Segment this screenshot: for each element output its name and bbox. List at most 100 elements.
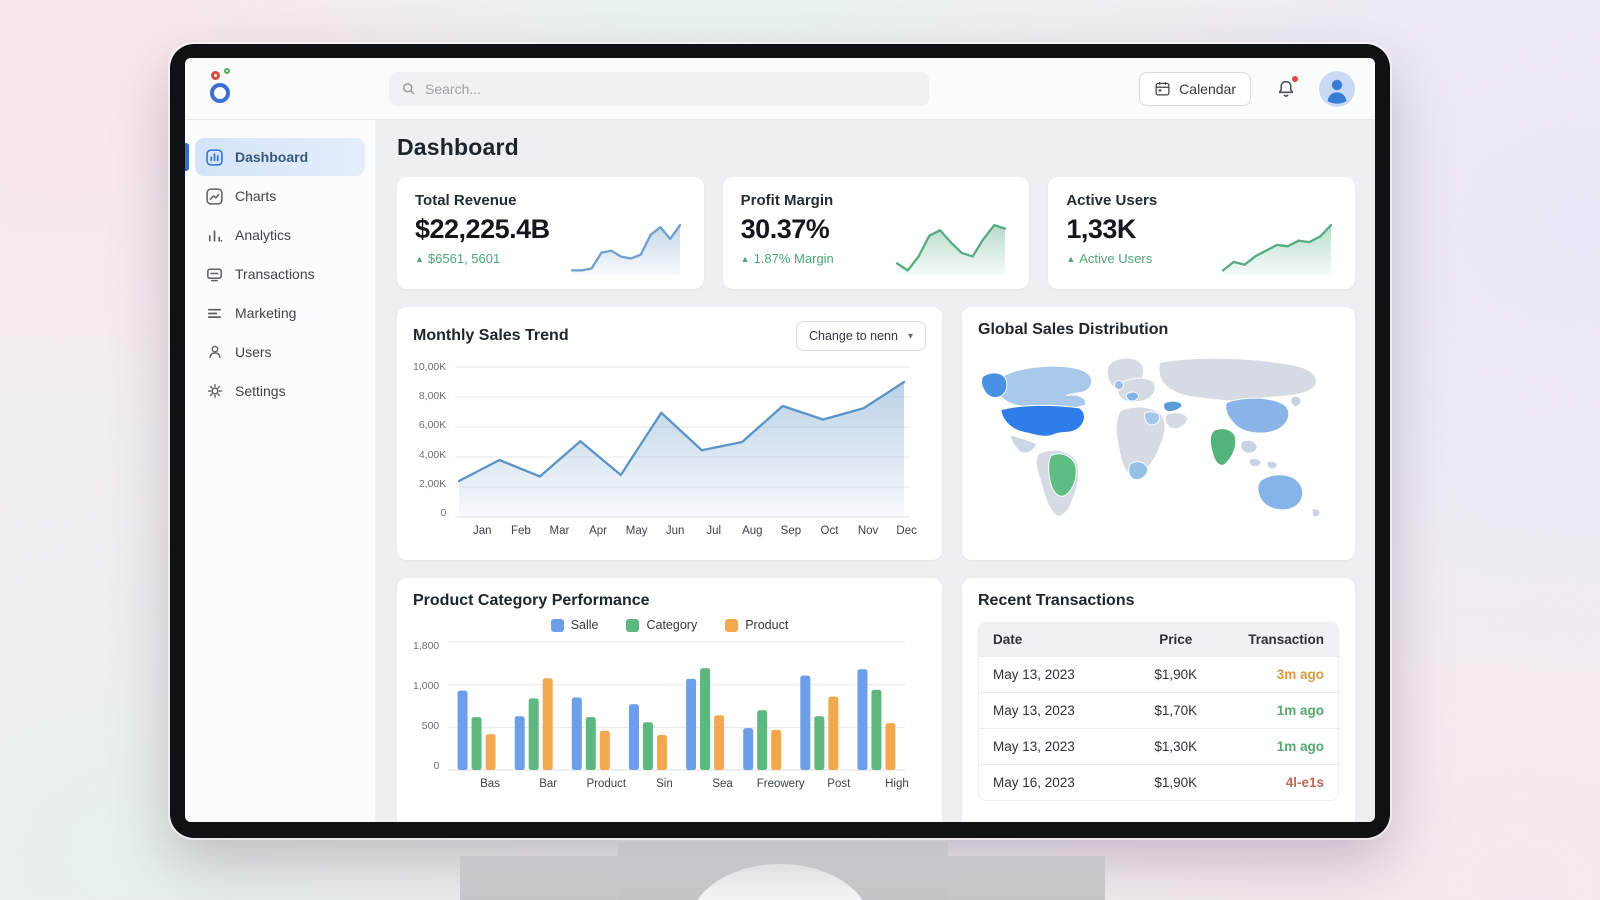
stat-card-text: Active Users 1,33K ▲ Active Users: [1066, 192, 1157, 277]
monthly-sales-panel: Monthly Sales Trend Change to nenn ▾ 10,…: [397, 307, 942, 560]
category-performance-title: Product Category Performance: [413, 592, 650, 609]
table-row: May 13, 2023 $1,30K 1m ago: [979, 728, 1338, 764]
map-region-japan: [1290, 395, 1302, 407]
search-input[interactable]: [425, 80, 917, 97]
x-axis-label: Aug: [742, 525, 763, 537]
sidebar-item-transactions[interactable]: Transactions: [195, 255, 365, 293]
calendar-button[interactable]: Calendar: [1139, 71, 1251, 106]
tx-time: 4l-e1s: [1285, 775, 1324, 790]
charts-icon: [205, 187, 224, 206]
legend-item-product: Product: [725, 618, 788, 632]
legend-swatch: [626, 618, 640, 632]
x-axis-label: Jul: [706, 525, 722, 537]
x-axis-label: Bas: [480, 778, 500, 790]
x-axis-label: Product: [586, 778, 627, 790]
y-axis-label: 0: [440, 506, 447, 519]
sidebar-item-settings[interactable]: Settings: [195, 372, 365, 410]
map-region-new_zealand: [1311, 508, 1321, 518]
up-triangle-icon: ▲: [1066, 254, 1076, 264]
category-performance-panel: Product Category Performance Salle Catego…: [397, 578, 942, 822]
sidebar-item-analytics[interactable]: Analytics: [195, 216, 365, 254]
dashboard-icon: [205, 148, 224, 167]
user-avatar[interactable]: [1319, 70, 1355, 107]
map-region-middle_east: [1164, 412, 1189, 430]
stat-title: Profit Margin: [740, 192, 834, 209]
map-region-india: [1209, 428, 1237, 466]
y-axis-label: 4,00K: [418, 448, 447, 461]
main-content: Dashboard Total Revenue $22,225.4B ▲ $6561,…: [375, 120, 1375, 822]
map-region-se_asia: [1240, 439, 1258, 454]
x-axis-label: Feb: [510, 525, 531, 537]
stat-card-total-revenue: Total Revenue $22,225.4B ▲ $6561, 5601: [397, 177, 704, 289]
map-region-australia: [1257, 474, 1304, 511]
transactions-body: May 13, 2023 $1,90K 3m ago May 13, 2023 $1,7…: [979, 656, 1338, 800]
logo-red-ring: [211, 70, 220, 80]
monthly-sales-chart: 10,00K 8,00K 6,00K 4,00K 2,00K 0: [413, 361, 926, 519]
legend-item-salle: Salle: [550, 618, 598, 632]
monthly-area-chart: [455, 366, 911, 518]
stat-title: Total Revenue: [415, 192, 517, 209]
calendar-icon: [1154, 80, 1171, 97]
legend-label: Product: [745, 618, 789, 632]
sidebar-item-label: Dashboard: [235, 149, 309, 165]
stat-sparkline: [896, 223, 1007, 275]
analytics-icon: [205, 226, 224, 245]
marketing-icon: [205, 304, 224, 323]
category-performance-chart: 1,800 1,000 500 0: [413, 640, 926, 772]
stat-delta-text: $6561, 5601: [427, 251, 501, 266]
stat-delta: ▲ $6561, 5601: [415, 251, 550, 266]
notifications-bell-icon[interactable]: [1275, 74, 1299, 101]
chevron-down-icon: ▾: [907, 330, 913, 342]
transactions-col-header: Price: [1159, 632, 1193, 647]
y-axis-label: 1,800: [413, 640, 440, 652]
grouped-bar-chart: [448, 641, 906, 771]
x-axis-label: Post: [827, 778, 851, 790]
search-bar[interactable]: [389, 71, 929, 106]
y-axis-label: 6,00K: [418, 419, 447, 432]
sidebar-item-marketing[interactable]: Marketing: [195, 294, 365, 332]
app-header: Calendar: [185, 58, 1375, 120]
transactions-icon: [205, 265, 224, 284]
map-region-alaska: [981, 372, 1008, 398]
bars-x-axis: Bas Bar Product Sin Sea Freowery Post High: [413, 778, 926, 790]
logo-green-ring: [224, 67, 230, 74]
sidebar-item-label: Charts: [235, 188, 277, 204]
period-dropdown-label: Change to nenn: [809, 329, 898, 343]
tx-time: 1m ago: [1276, 739, 1324, 754]
logo-blue-ring: [210, 82, 230, 103]
table-row: May 13, 2023 $1,90K 3m ago: [979, 656, 1338, 692]
legend-item-category: Category: [626, 618, 697, 632]
x-axis-label: Jun: [665, 525, 685, 537]
stat-value: 30.37%: [740, 214, 830, 244]
map-region-brazil: [1048, 453, 1077, 497]
map-region-mexico: [1009, 433, 1038, 454]
tx-date: May 13, 2023: [993, 667, 1075, 682]
tx-time: 1m ago: [1276, 703, 1324, 718]
map-region-central_europe: [1125, 391, 1140, 402]
header-actions: Calendar: [1139, 70, 1355, 107]
period-dropdown[interactable]: Change to nenn ▾: [796, 321, 926, 351]
sidebar-item-label: Analytics: [235, 227, 292, 243]
stat-value: 1,33K: [1066, 214, 1136, 244]
tx-price: $1,90K: [1154, 667, 1198, 682]
sidebar-item-users[interactable]: Users: [195, 333, 365, 371]
up-triangle-icon: ▲: [740, 254, 750, 264]
sidebar-item-dashboard[interactable]: Dashboard: [185, 138, 365, 176]
x-axis-label: Bar: [539, 778, 558, 790]
sidebar-item-charts[interactable]: Charts: [195, 177, 365, 215]
stat-delta-text: Active Users: [1079, 251, 1153, 266]
dashboard-app: Calendar: [185, 58, 1375, 822]
monthly-y-axis: 10,00K 8,00K 6,00K 4,00K 2,00K 0: [413, 361, 455, 519]
map-region-china: [1225, 397, 1290, 434]
table-row: May 13, 2023 $1,70K 1m ago: [979, 692, 1338, 728]
map-region-uk: [1113, 380, 1124, 391]
sidebar-item-label: Settings: [235, 383, 286, 399]
x-axis-label: Sin: [656, 778, 673, 790]
map-region-egypt: [1144, 411, 1161, 426]
app-logo: [205, 67, 241, 108]
monthly-sales-title: Monthly Sales Trend: [413, 327, 569, 344]
map-region-usa: [1000, 404, 1085, 437]
stat-sparkline: [570, 223, 681, 275]
transactions-table: Date Price Transaction May 13, 2023 $1,90K 3…: [978, 622, 1339, 801]
